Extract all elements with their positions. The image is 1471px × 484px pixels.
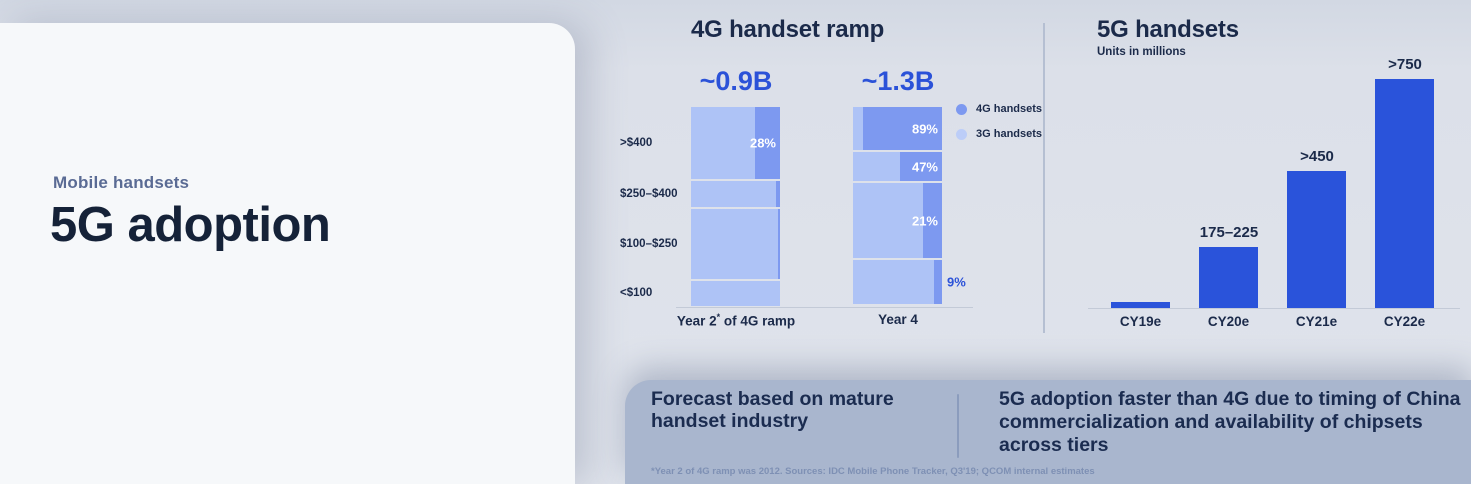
callout-right-text: 5G adoption faster than 4G due to timing… (999, 388, 1461, 456)
mekko-row: 47% (853, 152, 942, 181)
callout-box: Forecast based on mature handset industr… (625, 380, 1471, 484)
legend-dot-3g-icon (956, 128, 967, 140)
chart-divider (1043, 23, 1045, 333)
mekko-4g-segment (776, 181, 780, 207)
bar-plot-5g: 175–225 >450 >750 (1088, 56, 1460, 308)
chart-subtitle-units: Units in millions (1097, 46, 1186, 58)
total-label-year2: ~0.9B (699, 66, 773, 96)
bar-CY20e (1199, 247, 1258, 308)
mekko-column-year4: 89% 47% 21% 9% (853, 107, 966, 306)
mekko-row (691, 281, 780, 306)
bar-CY19e (1111, 302, 1170, 308)
legend-dot-4g-icon (956, 103, 967, 115)
total-label-year4: ~1.3B (861, 66, 935, 96)
mekko-4g-segment (755, 107, 780, 179)
pct-label: 47% (911, 159, 938, 174)
legend-item-3g: 3G handsets (956, 128, 1042, 140)
legend-label-4g: 4G handsets (976, 103, 1043, 115)
chart-title-4g-ramp: 4G handset ramp (691, 16, 885, 43)
callout-left-text: Forecast based on mature handset industr… (651, 388, 894, 432)
x-label-year2: Year 2* of 4G ramp (676, 312, 796, 329)
x-label-cy20e: CY20e (1207, 314, 1250, 329)
tier-label-100-250: $100–$250 (620, 238, 678, 250)
slide-eyebrow: Mobile handsets (53, 173, 190, 192)
pct-label: 21% (911, 213, 938, 228)
mekko-row: 28% (691, 107, 780, 179)
tier-label-under-100: <$100 (620, 287, 653, 299)
pct-label: 89% (911, 121, 938, 136)
chart-title-5g-handsets: 5G handsets (1097, 16, 1239, 43)
mekko-4g-segment (934, 260, 942, 304)
tier-label-250-400: $250–$400 (620, 188, 678, 200)
mekko-row: 9% (853, 260, 966, 304)
x-axis-5g (1088, 308, 1460, 309)
mekko-row: 89% (853, 107, 942, 150)
legend-4g-ramp: 4G handsets 3G handsets (956, 103, 1042, 153)
bar-value-label: >750 (1388, 56, 1422, 73)
callout-divider (957, 394, 959, 458)
footnote-sources: *Year 2 of 4G ramp was 2012. Sources: ID… (651, 466, 1095, 477)
mekko-4g-segment (923, 183, 942, 258)
tier-label-over-400: >$400 (620, 137, 653, 149)
legend-label-3g: 3G handsets (976, 128, 1043, 140)
mekko-4g-segment (862, 107, 942, 150)
mekko-row (691, 209, 780, 279)
legend-item-4g: 4G handsets (956, 103, 1042, 115)
mekko-4g-segment (900, 152, 942, 181)
mekko-column-year2: 28% (691, 107, 780, 308)
bar-CY22e (1375, 79, 1434, 308)
mekko-row (691, 181, 780, 207)
bar-value-label: 175–225 (1199, 224, 1259, 241)
x-label-cy21e: CY21e (1295, 314, 1338, 329)
slide-title: 5G adoption (50, 198, 331, 252)
x-label-cy22e: CY22e (1383, 314, 1426, 329)
mekko-row: 21% (853, 183, 942, 258)
bar-value-label: >450 (1300, 148, 1334, 165)
x-label-year4: Year 4 (878, 312, 918, 327)
bar-CY21e (1287, 171, 1346, 308)
pct-label: 28% (749, 135, 776, 151)
title-card: Mobile handsets 5G adoption (0, 23, 575, 484)
mekko-4g-segment (778, 209, 780, 279)
x-label-cy19e: CY19e (1119, 314, 1162, 329)
x-axis-4g (676, 307, 973, 308)
pct-label: 9% (947, 274, 966, 290)
